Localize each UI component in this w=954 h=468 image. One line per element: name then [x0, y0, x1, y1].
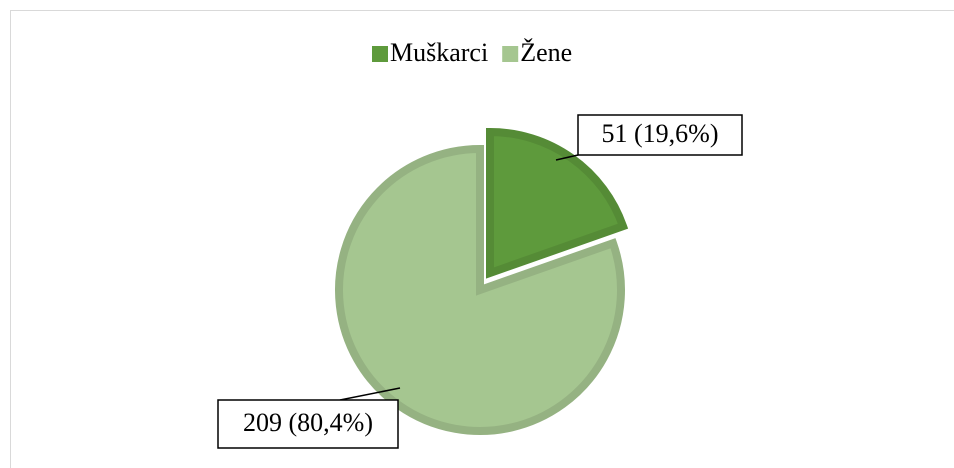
leader-line: [339, 387, 401, 401]
legend-swatch: [502, 46, 519, 62]
legend-swatch: [372, 46, 388, 62]
data-label: 51 (19,6%): [602, 119, 719, 148]
legend-label: Muškarci: [390, 38, 488, 67]
data-label-box: [577, 114, 743, 156]
pie-slice: [486, 127, 629, 279]
data-label: 209 (80,4%): [243, 408, 373, 437]
leader-line: [555, 154, 579, 161]
legend-label: Žene: [520, 38, 572, 67]
data-label-box: [217, 399, 399, 449]
